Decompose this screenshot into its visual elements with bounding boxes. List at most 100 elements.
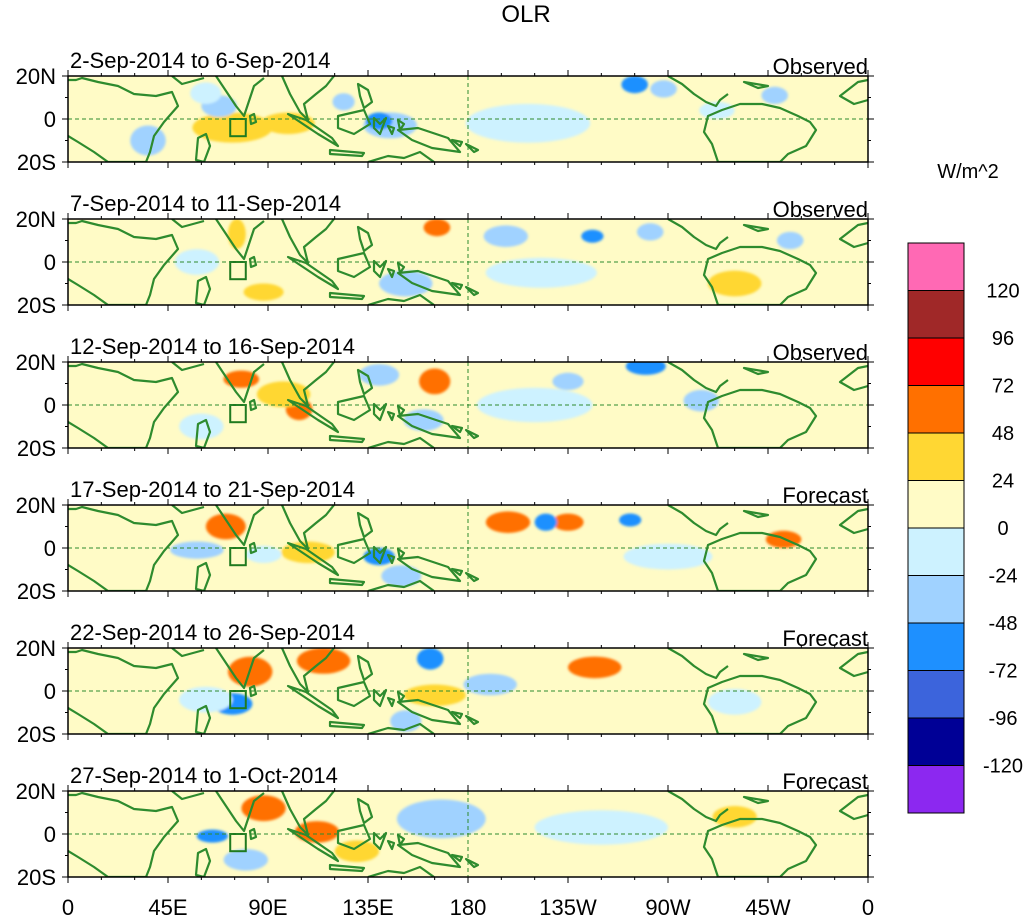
anomaly-4-9 <box>381 565 422 587</box>
anomaly-1-15 <box>699 101 735 119</box>
colorbar-level-label: 24 <box>992 471 1014 493</box>
anomaly-6-8 <box>534 810 668 845</box>
anomaly-3-7 <box>552 372 584 390</box>
panel-1: 20N 0 20S 2-Sep-2014 to 6-Sep-2014 Observed <box>16 48 874 175</box>
colorbar-level-label: 120 <box>986 281 1019 303</box>
x-tick-label: 90E <box>248 895 287 920</box>
anomaly-1-7 <box>332 93 355 111</box>
x-tick-label: 0 <box>862 895 874 920</box>
anomaly-2-5 <box>581 229 604 243</box>
panel-period-label: 12-Sep-2014 to 16-Sep-2014 <box>70 334 355 359</box>
anomaly-2-10 <box>485 257 597 288</box>
anomaly-2-2 <box>228 219 246 249</box>
colorbar-swatch <box>907 385 965 434</box>
colorbar-unit-label: W/m^2 <box>937 161 999 183</box>
colorbar-level-label: -72 <box>989 661 1018 683</box>
anomaly-6-2 <box>294 821 340 843</box>
anomaly-2-11 <box>708 270 762 297</box>
anomaly-1-14 <box>465 103 591 143</box>
y-tick-label: 20S <box>17 436 56 461</box>
x-axis: 0 45E 90E 135E 180 135W 90W 45W 0 <box>62 895 874 920</box>
colorbar-level-label: -120 <box>983 756 1023 778</box>
colorbar-swatch <box>907 242 965 291</box>
anomaly-3-6 <box>625 362 666 375</box>
x-tick-label: 180 <box>450 895 487 920</box>
panel-2: 20N 0 20S 7-Sep-2014 to 11-Sep-2014 Observed <box>16 191 874 318</box>
colorbar-level-label: -48 <box>989 613 1018 635</box>
panel-plot-area <box>68 219 868 305</box>
colorbar-level-label: 96 <box>992 328 1014 350</box>
panel-period-label: 22-Sep-2014 to 26-Sep-2014 <box>70 620 355 645</box>
colorbar-swatch <box>907 290 965 339</box>
panel-4: 20N 0 20S 17-Sep-2014 to 21-Sep-2014 Forecas… <box>16 477 874 604</box>
x-tick-label: 45W <box>745 895 790 920</box>
y-tick-label: 0 <box>44 536 56 561</box>
anomaly-6-5 <box>396 799 486 839</box>
anomaly-3-10 <box>683 389 720 412</box>
anomaly-6-6 <box>196 829 228 843</box>
x-tick-label: 90W <box>645 895 690 920</box>
anomaly-4-3 <box>552 513 584 531</box>
colorbar-labels: 120 96 72 48 24 0 -24 -48 -72 -96 -120 <box>983 281 1023 778</box>
anomaly-1-12 <box>650 80 677 98</box>
anomaly-field <box>196 795 757 871</box>
panel-plot-area <box>68 505 868 591</box>
chart-title: OLR <box>501 1 550 28</box>
y-tick-label: 20S <box>17 293 56 318</box>
anomaly-4-8 <box>363 548 395 566</box>
panel-period-label: 17-Sep-2014 to 21-Sep-2014 <box>70 477 355 502</box>
colorbar-swatch <box>907 622 965 671</box>
colorbar-boxes <box>907 242 965 814</box>
panel-6: 20N 0 20S 27-Sep-2014 to 1-Oct-2014 Forecast <box>16 763 874 890</box>
anomaly-4-2 <box>485 511 531 533</box>
anomaly-2-3 <box>243 283 284 301</box>
colorbar-swatch <box>907 765 965 814</box>
panel-plot-area <box>68 76 868 162</box>
panel-period-label: 7-Sep-2014 to 11-Sep-2014 <box>70 191 341 216</box>
anomaly-1-9 <box>190 82 222 104</box>
panel-type-label: Observed <box>773 340 868 365</box>
colorbar-level-label: 72 <box>992 376 1014 398</box>
colorbar-swatch <box>907 480 965 529</box>
y-tick-label: 0 <box>44 107 56 132</box>
panel-type-label: Forecast <box>782 483 868 508</box>
x-tick-label: 135W <box>539 895 597 920</box>
colorbar-swatch <box>907 670 965 719</box>
x-tick-label: 135E <box>342 895 393 920</box>
panel-plot-area <box>68 791 868 877</box>
anomaly-2-4 <box>483 225 528 247</box>
panel-period-label: 2-Sep-2014 to 6-Sep-2014 <box>70 48 331 73</box>
anomaly-4-12 <box>623 543 713 570</box>
anomaly-3-2 <box>419 368 451 395</box>
y-tick-label: 20N <box>16 350 56 375</box>
colorbar-swatch <box>907 717 965 766</box>
anomaly-3-5 <box>256 381 311 408</box>
anomaly-5-11 <box>179 686 233 713</box>
anomaly-4-1 <box>205 513 246 540</box>
anomaly-5-6 <box>403 684 466 707</box>
y-tick-label: 0 <box>44 822 56 847</box>
anomaly-6-7 <box>223 849 268 871</box>
panel-3: 20N 0 20S 12-Sep-2014 to 16-Sep-2014 Observe… <box>16 334 874 461</box>
y-tick-label: 20S <box>17 579 56 604</box>
colorbar-level-label: -96 <box>989 708 1018 730</box>
panel-type-label: Forecast <box>782 626 868 651</box>
x-tick-label: 45E <box>148 895 187 920</box>
colorbar-swatch <box>907 527 965 576</box>
anomaly-5-9 <box>463 673 517 696</box>
colorbar-swatch <box>907 432 965 481</box>
panel-plot-area <box>68 362 868 448</box>
anomaly-5-5 <box>568 656 622 679</box>
panel-period-label: 27-Sep-2014 to 1-Oct-2014 <box>70 763 338 788</box>
panel-5: 20N 0 20S 22-Sep-2014 to 26-Sep-2014 Forecas… <box>16 620 874 747</box>
panel-type-label: Observed <box>773 197 868 222</box>
anomaly-1-10 <box>130 125 166 156</box>
anomaly-2-8 <box>379 270 433 297</box>
anomaly-4-6 <box>534 513 557 531</box>
panel-plot-area <box>68 648 868 734</box>
y-tick-label: 0 <box>44 679 56 704</box>
anomaly-6-1 <box>241 795 286 822</box>
anomaly-4-10 <box>170 541 224 559</box>
anomaly-field <box>170 511 802 587</box>
